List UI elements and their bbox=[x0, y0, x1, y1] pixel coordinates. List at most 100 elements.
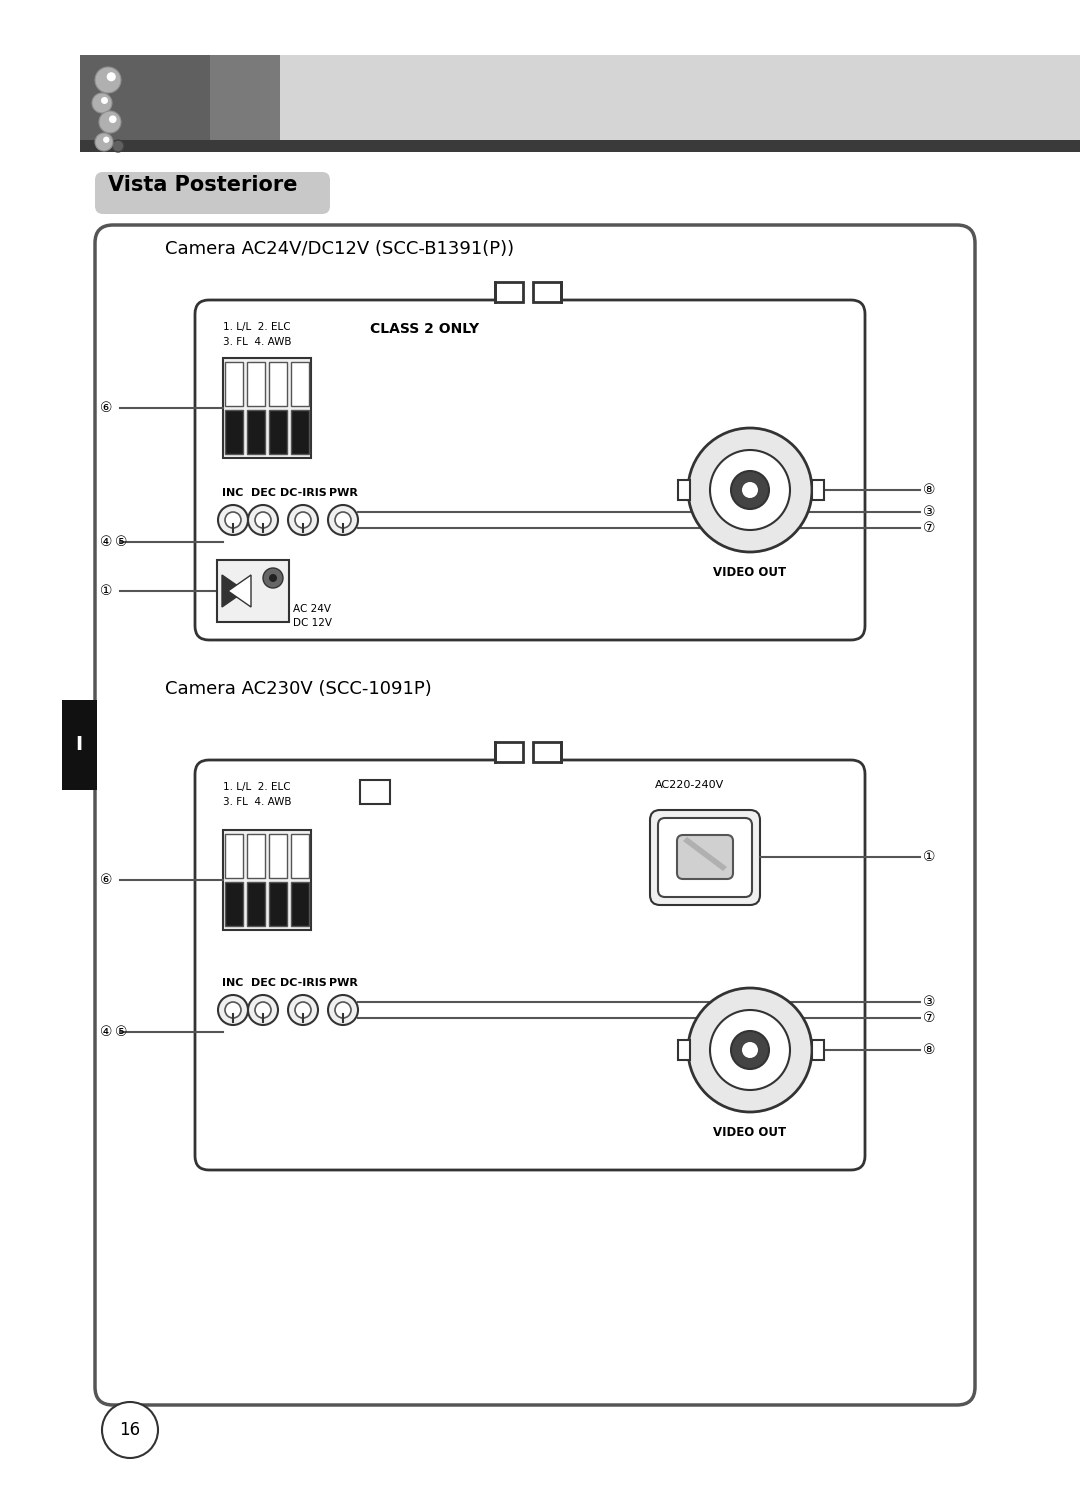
Bar bbox=[269, 835, 287, 878]
Circle shape bbox=[248, 505, 278, 535]
Circle shape bbox=[295, 1002, 311, 1019]
Bar bbox=[247, 882, 265, 927]
FancyBboxPatch shape bbox=[658, 818, 752, 897]
Bar bbox=[291, 410, 309, 454]
Bar bbox=[247, 835, 265, 878]
Circle shape bbox=[288, 505, 318, 535]
Text: ⑤: ⑤ bbox=[114, 1025, 127, 1039]
Bar bbox=[222, 358, 311, 457]
Bar bbox=[80, 55, 1080, 140]
Text: ⑧: ⑧ bbox=[923, 1042, 935, 1057]
Text: ⑤: ⑤ bbox=[114, 535, 127, 549]
Circle shape bbox=[335, 512, 351, 529]
Polygon shape bbox=[228, 575, 251, 607]
Bar bbox=[80, 55, 280, 140]
Bar bbox=[291, 835, 309, 878]
Bar bbox=[497, 757, 563, 763]
Text: ⑦: ⑦ bbox=[923, 1011, 935, 1025]
Circle shape bbox=[710, 1010, 789, 1090]
Circle shape bbox=[95, 67, 121, 94]
Circle shape bbox=[103, 137, 109, 143]
Bar bbox=[495, 282, 523, 301]
FancyBboxPatch shape bbox=[650, 809, 760, 904]
Bar bbox=[62, 699, 97, 790]
Circle shape bbox=[710, 450, 789, 530]
Text: I: I bbox=[76, 735, 82, 754]
Circle shape bbox=[109, 116, 117, 123]
Bar bbox=[247, 362, 265, 405]
Circle shape bbox=[255, 1002, 271, 1019]
FancyBboxPatch shape bbox=[95, 226, 975, 1405]
Text: Vista Posteriore: Vista Posteriore bbox=[108, 175, 297, 195]
Bar bbox=[497, 298, 563, 304]
Bar bbox=[0, 0, 1080, 55]
Text: ④: ④ bbox=[100, 535, 112, 549]
Bar bbox=[222, 830, 311, 930]
Text: DEC: DEC bbox=[251, 979, 275, 988]
Text: 3. FL  4. AWB: 3. FL 4. AWB bbox=[222, 797, 292, 806]
Text: DC 12V: DC 12V bbox=[293, 618, 332, 628]
Text: AC220-240V: AC220-240V bbox=[654, 780, 725, 790]
Circle shape bbox=[288, 995, 318, 1025]
Text: ①: ① bbox=[923, 849, 935, 864]
Bar bbox=[217, 560, 289, 622]
Circle shape bbox=[99, 111, 121, 134]
Bar bbox=[269, 410, 287, 454]
Circle shape bbox=[335, 1002, 351, 1019]
Circle shape bbox=[688, 988, 812, 1112]
Circle shape bbox=[218, 995, 248, 1025]
Text: ⑧: ⑧ bbox=[923, 483, 935, 497]
Bar bbox=[812, 480, 824, 500]
Polygon shape bbox=[683, 838, 727, 872]
Circle shape bbox=[107, 73, 116, 82]
Text: DC-IRIS: DC-IRIS bbox=[280, 489, 326, 497]
Text: PWR: PWR bbox=[328, 489, 357, 497]
Bar bbox=[678, 1040, 690, 1060]
Circle shape bbox=[731, 1031, 769, 1069]
Circle shape bbox=[328, 505, 357, 535]
Circle shape bbox=[742, 483, 758, 497]
Circle shape bbox=[225, 1002, 241, 1019]
Bar bbox=[678, 480, 690, 500]
Circle shape bbox=[102, 97, 108, 104]
Text: ①: ① bbox=[100, 584, 112, 598]
FancyBboxPatch shape bbox=[195, 300, 865, 640]
Circle shape bbox=[112, 140, 124, 151]
Text: DC-IRIS: DC-IRIS bbox=[280, 979, 326, 988]
FancyBboxPatch shape bbox=[95, 172, 330, 214]
Bar bbox=[812, 1040, 824, 1060]
Text: 1. L/L  2. ELC: 1. L/L 2. ELC bbox=[222, 783, 291, 792]
Circle shape bbox=[255, 512, 271, 529]
Text: 16: 16 bbox=[120, 1421, 140, 1439]
Text: ③: ③ bbox=[923, 995, 935, 1008]
Bar bbox=[269, 362, 287, 405]
Bar bbox=[360, 780, 390, 803]
Polygon shape bbox=[222, 575, 245, 607]
Text: VIDEO OUT: VIDEO OUT bbox=[714, 566, 786, 579]
Circle shape bbox=[742, 1042, 758, 1057]
Circle shape bbox=[248, 995, 278, 1025]
Bar bbox=[225, 410, 243, 454]
Circle shape bbox=[269, 575, 276, 582]
Text: AC 24V: AC 24V bbox=[293, 604, 330, 613]
Circle shape bbox=[102, 1402, 158, 1458]
Bar bbox=[495, 742, 523, 762]
Bar bbox=[225, 835, 243, 878]
Bar bbox=[291, 362, 309, 405]
Text: 3. FL  4. AWB: 3. FL 4. AWB bbox=[222, 337, 292, 347]
Text: INC: INC bbox=[222, 489, 244, 497]
FancyBboxPatch shape bbox=[677, 835, 733, 879]
Circle shape bbox=[95, 134, 113, 151]
Circle shape bbox=[92, 94, 112, 113]
Text: ⑥: ⑥ bbox=[100, 873, 112, 887]
Circle shape bbox=[295, 512, 311, 529]
Text: DEC: DEC bbox=[251, 489, 275, 497]
Circle shape bbox=[688, 428, 812, 552]
FancyBboxPatch shape bbox=[195, 760, 865, 1170]
Bar bbox=[291, 882, 309, 927]
Circle shape bbox=[264, 567, 283, 588]
Text: 1. L/L  2. ELC: 1. L/L 2. ELC bbox=[222, 322, 291, 333]
Bar bbox=[269, 882, 287, 927]
Circle shape bbox=[225, 512, 241, 529]
Bar bbox=[80, 140, 1080, 151]
